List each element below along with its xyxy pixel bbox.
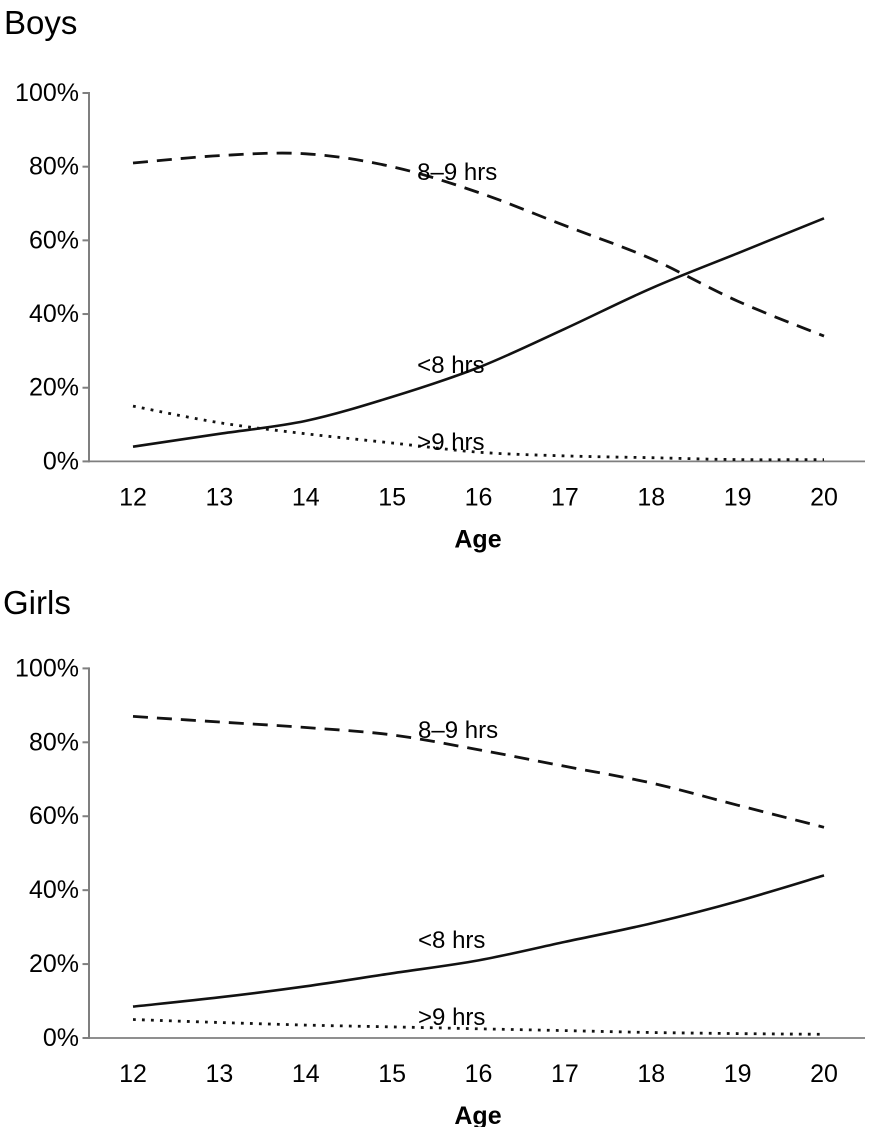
y-tick-label: 40% [29,300,79,328]
x-tick-label: 15 [378,483,406,511]
series-line-8-9-hrs [132,151,825,338]
y-tick-label: 20% [29,374,79,402]
series-label-lt-8-hrs: <8 hrs [417,352,484,379]
series-line-gt-9-hrs [132,1018,825,1036]
series-line-lt-8-hrs [132,874,825,1008]
y-tick-label: 80% [29,153,79,181]
y-tick-label: 60% [29,802,79,830]
y-tick-label: 80% [29,728,79,756]
x-tick-label: 14 [292,483,320,511]
x-tick-label: 13 [205,1060,233,1088]
x-tick-label: 13 [205,483,233,511]
x-tick-label: 16 [465,483,493,511]
y-tick-label: 0% [43,1024,79,1052]
x-tick-label: 12 [119,483,147,511]
series-label-8-9-hrs: 8–9 hrs [418,717,498,744]
series-label-lt-8-hrs: <8 hrs [418,927,485,954]
x-axis-title: Age [454,525,501,553]
series-label-gt-9-hrs: >9 hrs [417,429,484,456]
x-tick-label: 18 [637,1060,665,1088]
x-tick-label: 19 [724,1060,752,1088]
boys-chart-title: Boys [4,4,78,41]
x-tick-label: 19 [724,483,752,511]
series-line-lt-8-hrs [132,217,825,448]
series-line-gt-9-hrs [132,404,825,462]
y-tick-label: 100% [15,654,79,682]
series-label-gt-9-hrs: >9 hrs [418,1004,485,1031]
y-tick-label: 0% [43,447,79,475]
x-tick-label: 17 [551,483,579,511]
y-tick-label: 60% [29,226,79,254]
x-tick-label: 20 [810,1060,838,1088]
y-tick-label: 20% [29,950,79,978]
x-tick-label: 18 [637,483,665,511]
x-tick-label: 17 [551,1060,579,1088]
series-line-8-9-hrs [132,715,825,829]
x-tick-label: 20 [810,483,838,511]
x-tick-label: 15 [378,1060,406,1088]
y-tick-label: 100% [15,79,79,107]
girls-chart-title: Girls [3,584,71,621]
x-tick-label: 12 [119,1060,147,1088]
y-tick-label: 40% [29,876,79,904]
x-axis-title: Age [454,1102,501,1127]
x-tick-label: 14 [292,1060,320,1088]
x-tick-label: 16 [465,1060,493,1088]
series-label-8-9-hrs: 8–9 hrs [417,159,497,186]
